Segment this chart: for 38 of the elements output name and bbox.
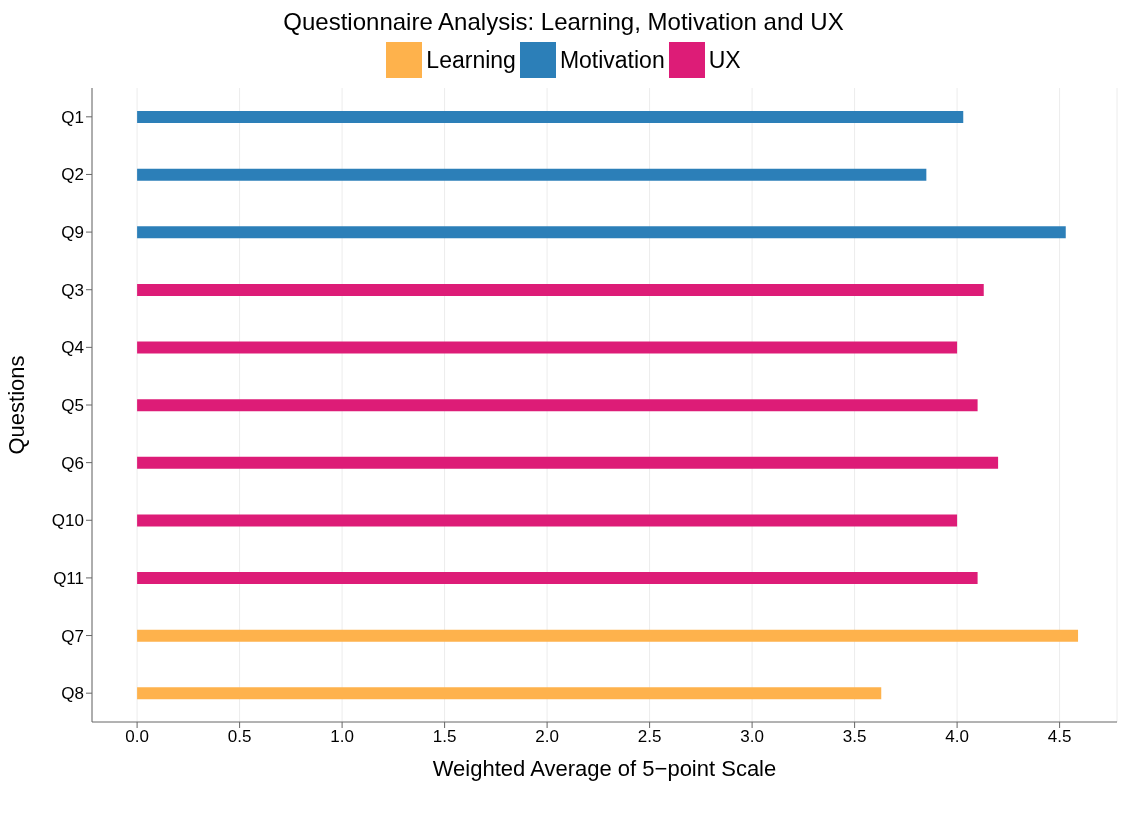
bar (137, 572, 978, 585)
y-tick-label: Q4 (61, 338, 84, 358)
x-tick-label: 0.0 (125, 727, 149, 747)
bar (137, 168, 927, 181)
y-tick-label: Q8 (61, 684, 84, 704)
y-axis-title: Questions (3, 355, 29, 455)
y-tick-label: Q3 (61, 280, 84, 300)
x-tick-label: 3.5 (842, 727, 867, 747)
chart-title: Questionnaire Analysis: Learning, Motivation and UX (282, 8, 845, 36)
x-tick-label: 1.0 (330, 727, 354, 747)
y-tick-label: Q6 (61, 453, 84, 473)
bar (137, 399, 978, 412)
y-tick-label: Q11 (53, 568, 84, 588)
x-axis-title: Weighted Average of 5−point Scale (432, 756, 777, 781)
y-tick-label: Q1 (61, 107, 84, 127)
x-tick-label: 1.5 (432, 727, 457, 747)
legend-label: Motivation (559, 46, 665, 74)
y-tick-label: Q5 (61, 396, 84, 416)
bar (137, 629, 1079, 642)
bar (137, 456, 999, 469)
bar (137, 283, 984, 296)
bar (137, 226, 1066, 239)
bar (137, 341, 958, 354)
x-tick-label: 0.5 (227, 727, 252, 747)
bar (137, 514, 958, 527)
legend-label: UX (708, 46, 741, 74)
legend-label: Learning (426, 46, 516, 74)
bar (137, 687, 882, 700)
x-tick-label: 3.0 (740, 727, 764, 747)
y-tick-label: Q7 (61, 626, 84, 646)
bar (137, 111, 964, 123)
y-tick-label: Q9 (61, 223, 84, 243)
y-tick-label: Q10 (51, 511, 84, 531)
x-tick-label: 4.5 (1047, 727, 1072, 747)
y-tick-label: Q2 (61, 165, 84, 185)
x-tick-label: 4.0 (945, 727, 969, 747)
x-tick-label: 2.5 (637, 727, 662, 747)
x-tick-label: 2.0 (535, 727, 559, 747)
